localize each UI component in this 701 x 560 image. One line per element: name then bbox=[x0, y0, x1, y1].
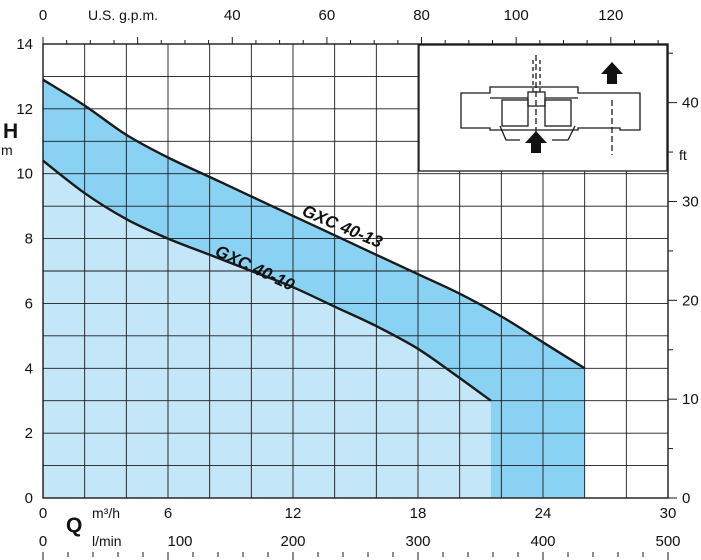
bottom-m3h-tick-label: 30 bbox=[660, 505, 677, 522]
top-gpm-tick-label: 100 bbox=[504, 7, 529, 24]
bottom-m3h-tick-label: 24 bbox=[535, 505, 552, 522]
left-tick-label: 14 bbox=[16, 36, 33, 53]
left-tick-label: 2 bbox=[25, 425, 33, 442]
bottom-axis-unit-m3h: m³/h bbox=[92, 505, 120, 521]
right-ft-tick-label: 20 bbox=[682, 292, 699, 309]
discharge-arrow-icon bbox=[601, 62, 623, 84]
curve-line-gxc-40-10 bbox=[42, 159, 492, 402]
right-axis-unit: ft bbox=[679, 147, 687, 163]
top-axis-label: U.S. g.p.m. bbox=[88, 7, 158, 23]
left-tick-label: 6 bbox=[25, 295, 33, 312]
left-tick-label: 8 bbox=[25, 231, 33, 248]
plot-frame bbox=[42, 43, 669, 499]
axis-tick-marks bbox=[42, 37, 677, 560]
top-gpm-tick-label: 40 bbox=[224, 7, 241, 24]
top-gpm-tick-label: 80 bbox=[413, 7, 430, 24]
left-tick-label: 12 bbox=[16, 101, 33, 118]
bottom-lmin-tick-label: 400 bbox=[530, 533, 555, 550]
left-tick-label: 10 bbox=[16, 166, 33, 183]
curve-line-gxc-40-13 bbox=[42, 78, 586, 370]
right-ft-tick-label: 0 bbox=[682, 490, 690, 507]
suction-arrow-icon bbox=[525, 131, 547, 153]
top-gpm-tick-label: 120 bbox=[598, 7, 623, 24]
performance-curves bbox=[42, 78, 586, 402]
top-gpm-tick-label: 60 bbox=[319, 7, 336, 24]
left-axis-unit: m bbox=[1, 142, 13, 158]
bottom-axis-unit-lmin: l/min bbox=[92, 533, 122, 549]
curve-fill-areas bbox=[43, 79, 585, 498]
left-axis-label: H bbox=[3, 120, 18, 143]
bottom-lmin-tick-label: 300 bbox=[405, 533, 430, 550]
left-tick-label: 0 bbox=[25, 490, 33, 507]
chart-grid bbox=[42, 43, 669, 499]
bottom-m3h-tick-label: 12 bbox=[285, 505, 302, 522]
right-ft-tick-label: 10 bbox=[682, 391, 699, 408]
top-gpm-tick-label: 0 bbox=[39, 7, 47, 24]
bottom-lmin-tick-label: 200 bbox=[280, 533, 305, 550]
bottom-lmin-tick-label: 500 bbox=[655, 533, 680, 550]
left-tick-label: 4 bbox=[25, 360, 33, 377]
bottom-lmin-tick-label: 0 bbox=[39, 533, 47, 550]
bottom-lmin-tick-label: 100 bbox=[167, 533, 192, 550]
fill-area-gxc-40-10 bbox=[43, 160, 491, 498]
right-ft-tick-label: 30 bbox=[682, 193, 699, 210]
bottom-m3h-tick-label: 0 bbox=[39, 505, 47, 522]
bottom-m3h-tick-label: 18 bbox=[410, 505, 427, 522]
bottom-axis-label: Q bbox=[66, 514, 82, 537]
right-ft-tick-label: 40 bbox=[682, 95, 699, 112]
bottom-m3h-tick-label: 6 bbox=[164, 505, 172, 522]
pump-cross-section-diagram bbox=[418, 44, 668, 172]
